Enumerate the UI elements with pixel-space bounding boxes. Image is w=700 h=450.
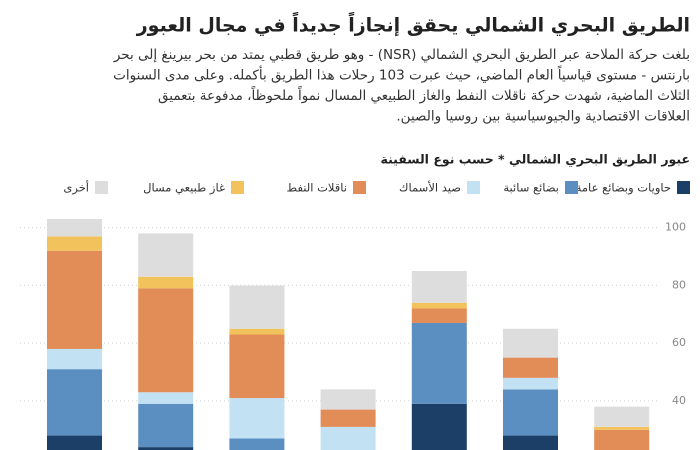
paragraph-line: بارنتس - مستوى قياسياً العام الماضي، حيث… [113,65,690,84]
legend-label: حاويات وبضائع عامة [576,181,671,196]
legend-swatch [95,181,108,194]
bar-segment [229,334,285,399]
bar-segment [47,236,102,251]
bar-segment [138,403,194,448]
bar-segment [594,406,650,427]
y-tick-label: 60 [672,336,686,349]
y-tick-label: 80 [672,278,686,291]
bar-segment [411,403,467,450]
bar-segment [320,409,376,427]
bar-segment [411,302,467,309]
bar-segment [594,426,650,430]
bar-segment [138,392,194,404]
bar-segment [47,219,102,237]
bar-segment [411,322,467,404]
bar-segment [47,369,102,436]
legend-label: ناقلات النفط [287,181,347,195]
bar-segment [229,328,285,335]
legend-swatch [467,181,480,194]
bar-segment [138,447,194,450]
bar-segment [320,389,376,410]
bar-segment [503,357,558,378]
bar-segment [229,438,285,450]
legend-swatch [565,181,578,194]
paragraph-line: العلاقات الاقتصادية والجيوسياسية بين روس… [396,109,690,125]
legend-label: أخرى [63,180,89,196]
bar-segment [503,377,558,390]
legend-swatch [353,181,366,194]
bar-segment [47,348,102,370]
legend-label: غاز طبيعي مسال [143,181,225,196]
bar-segment [47,250,102,349]
legend-swatch [231,181,244,194]
bar-segment [229,398,285,439]
page-title: الطريق البحري الشمالي يحقق إنجازاً جديدا… [136,11,690,37]
paragraph-line: بلغت حركة الملاحة عبر الطريق البحري الشم… [113,47,690,63]
chart-title: عبور الطريق البحري الشمالي * حسب نوع الس… [380,152,690,167]
bar-segment [138,288,194,393]
legend-label: صيد الأسماك [399,181,461,195]
bar-segment [320,426,376,450]
legend-swatch [677,181,690,194]
bar-segment [503,435,558,450]
bar-segment [229,285,285,329]
bar-segment [47,435,102,450]
legend-label: بضائع سائبة [503,181,559,195]
bar-segment [411,308,467,323]
bar-segment [594,429,650,450]
paragraph-line: الثلاث الماضية، شهدت حركة ناقلات النفط و… [158,85,690,104]
bar-segment [411,270,467,303]
y-tick-label: 100 [665,221,686,234]
y-tick-label: 40 [672,394,686,407]
bar-segment [138,276,194,289]
bar-segment [503,328,558,358]
bar-segment [503,389,558,436]
bar-segment [138,233,194,277]
